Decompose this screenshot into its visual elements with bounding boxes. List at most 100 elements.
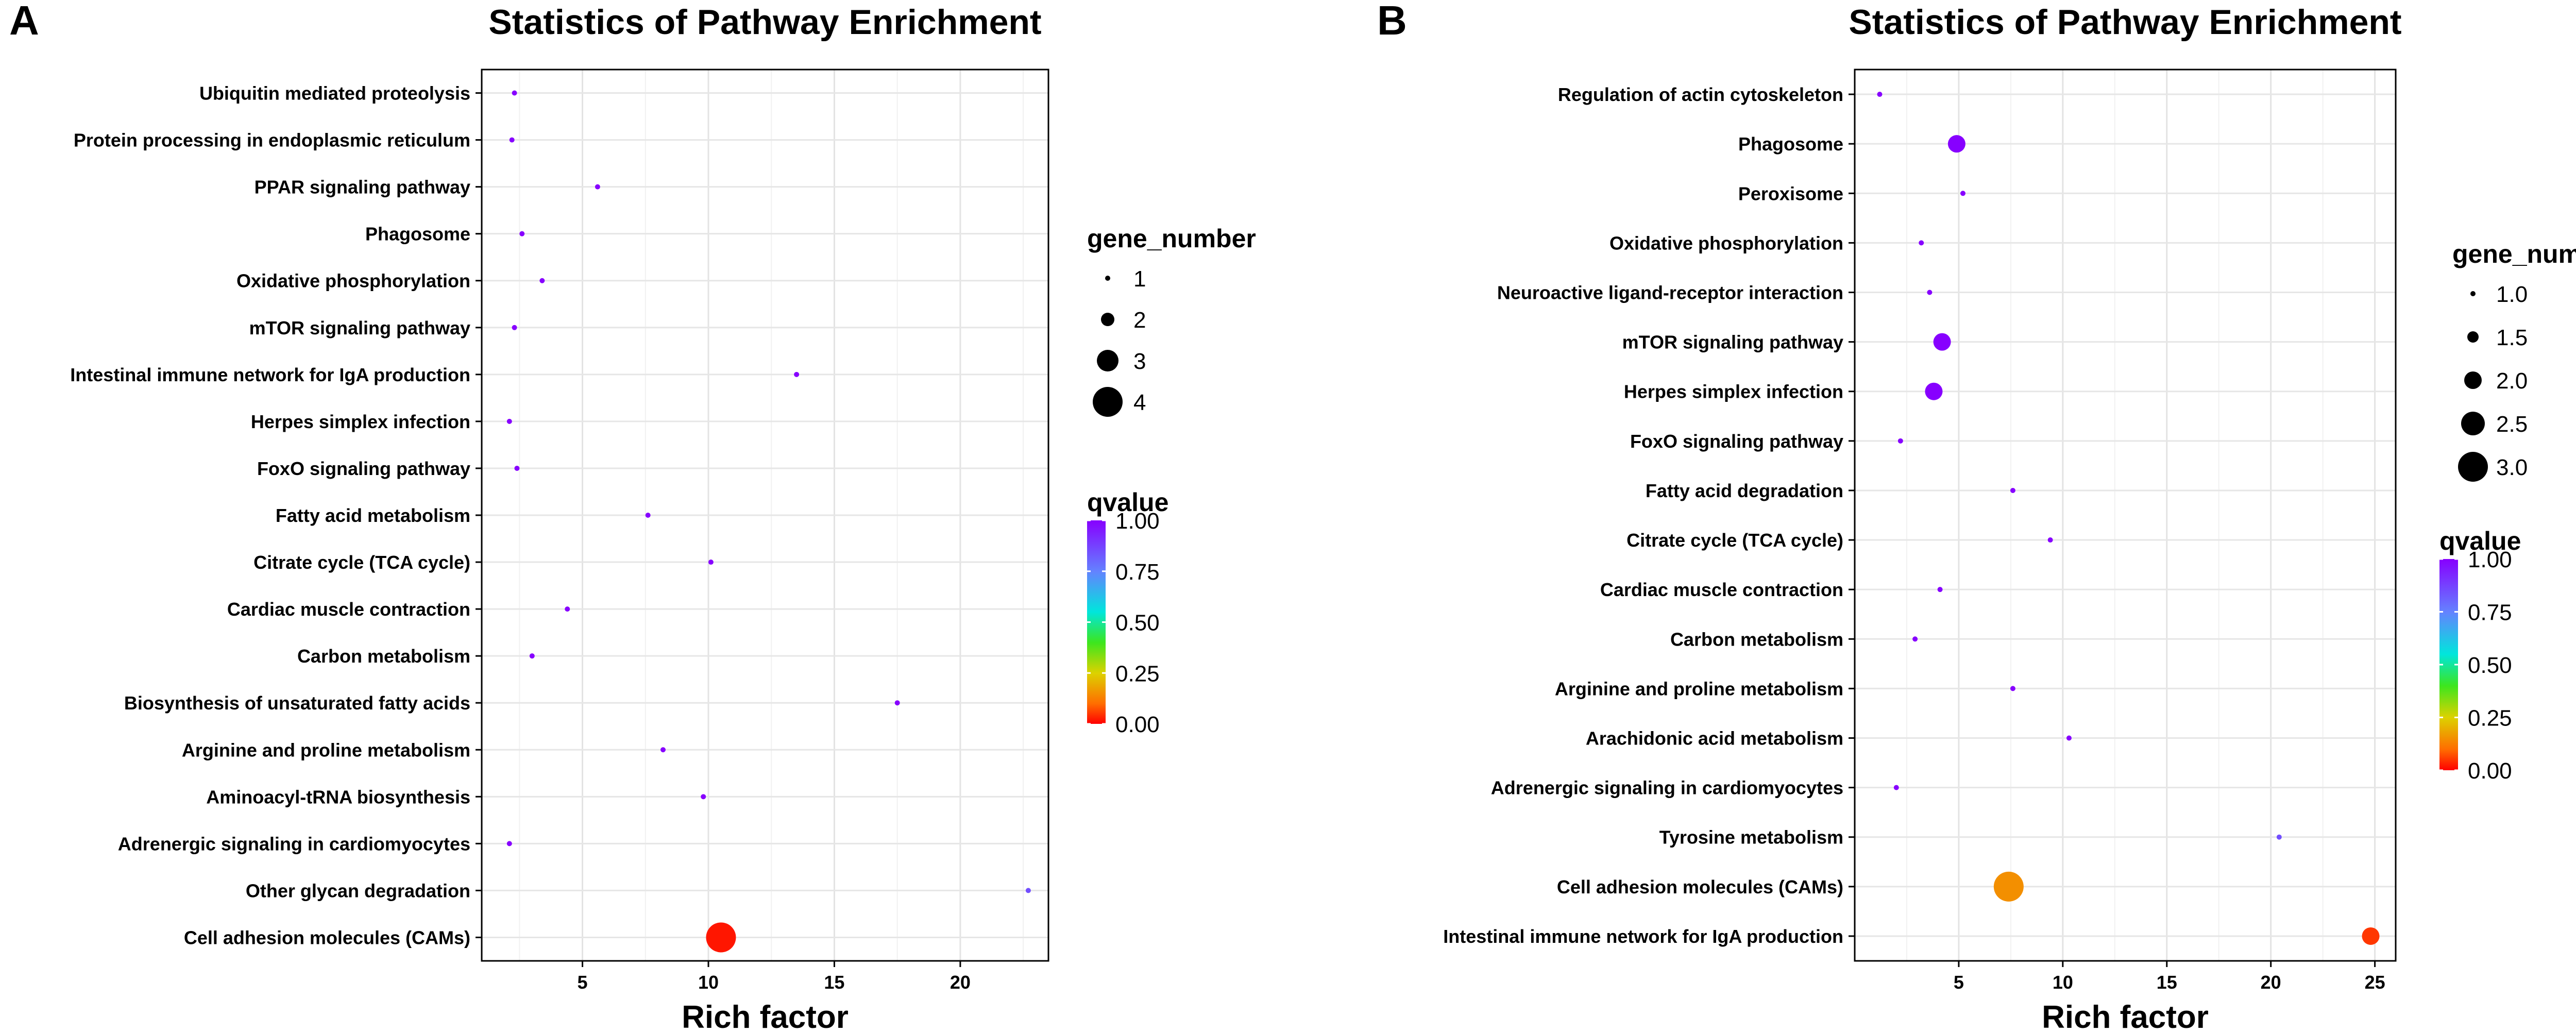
color-legend-label: 0.00 — [1115, 712, 1160, 737]
size-legend-dot — [1101, 313, 1114, 326]
data-point — [1897, 438, 1903, 444]
y-tick-label: Cell adhesion molecules (CAMs) — [1557, 876, 1843, 897]
y-tick-label: Adrenergic signaling in cardiomyocytes — [1491, 777, 1843, 799]
panel-label-b: B — [1377, 0, 1407, 43]
y-tick-label: Protein processing in endoplasmic reticu… — [74, 130, 470, 151]
color-legend-title-b: qvalue — [2439, 527, 2521, 555]
y-tick-label: Arginine and proline metabolism — [182, 739, 470, 760]
data-point — [2010, 686, 2015, 691]
x-tick-label: 15 — [824, 972, 844, 993]
y-tick-label: Oxidative phosphorylation — [1609, 232, 1843, 253]
y-tick-label: mTOR signaling pathway — [249, 317, 470, 338]
y-tick-label: Citrate cycle (TCA cycle) — [1626, 530, 1843, 551]
y-tick-label: PPAR signaling pathway — [255, 177, 470, 198]
y-tick-label: Cell adhesion molecules (CAMs) — [184, 927, 470, 948]
data-point — [519, 231, 525, 236]
x-tick-label: 5 — [1954, 972, 1964, 993]
y-tick-label: Ubiquitin mediated proteolysis — [199, 83, 470, 104]
size-legend-dot — [1093, 387, 1123, 417]
size-legend-label: 1.0 — [2496, 282, 2528, 307]
x-axis-label-a: Rich factor — [682, 1000, 849, 1033]
y-tick-label: Herpes simplex infection — [251, 411, 470, 432]
color-legend-label: 1.00 — [2468, 547, 2512, 572]
x-tick-label: 25 — [2365, 972, 2385, 993]
data-point — [894, 700, 900, 706]
x-tick-label: 10 — [698, 972, 719, 993]
y-tick-label: FoxO signaling pathway — [1630, 431, 1843, 452]
y-tick-label: Biosynthesis of unsaturated fatty acids — [124, 692, 470, 714]
data-point — [1919, 240, 1924, 246]
color-legend-title-a: qvalue — [1087, 488, 1168, 517]
y-tick-label: Arginine and proline metabolism — [1555, 678, 1843, 699]
size-legend-dot — [1105, 276, 1110, 281]
y-tick-label: Fatty acid degradation — [1646, 480, 1843, 501]
y-tick-label: Adrenergic signaling in cardiomyocytes — [118, 833, 470, 854]
data-point — [2010, 487, 2015, 493]
x-tick-label: 5 — [578, 972, 588, 993]
data-point — [2066, 735, 2072, 741]
data-point — [2362, 927, 2380, 945]
panel-label-a: A — [9, 0, 39, 43]
y-tick-label: Aminoacyl-tRNA biosynthesis — [206, 786, 470, 807]
color-legend-label: 0.75 — [1115, 560, 1160, 585]
data-point — [645, 513, 651, 518]
y-tick-label: Phagosome — [365, 224, 470, 245]
data-point — [539, 278, 545, 283]
data-point — [595, 184, 600, 190]
x-tick-label: 10 — [2053, 972, 2073, 993]
y-tick-label: Neuroactive ligand-receptor interaction — [1497, 282, 1843, 303]
data-point — [509, 137, 515, 143]
color-legend-label: 0.00 — [2468, 758, 2512, 784]
y-tick-label: FoxO signaling pathway — [257, 458, 470, 479]
y-tick-label: Phagosome — [1738, 133, 1843, 155]
data-point — [1877, 92, 1883, 97]
x-axis-label-b: Rich factor — [2042, 1000, 2209, 1033]
data-point — [706, 922, 736, 953]
size-legend-label: 2 — [1133, 308, 1146, 333]
y-tick-label: Arachidonic acid metabolism — [1586, 728, 1843, 749]
size-legend-dot — [2470, 291, 2476, 296]
size-legend-label: 3.0 — [2496, 455, 2528, 480]
size-legend-dot — [2464, 371, 2482, 389]
plot-frame-b — [1854, 69, 2397, 962]
y-tick-label: Carbon metabolism — [297, 646, 470, 667]
y-tick-label: Regulation of actin cytoskeleton — [1558, 84, 1843, 105]
size-legend-label: 4 — [1133, 390, 1146, 415]
color-legend-label: 0.50 — [2468, 653, 2512, 678]
data-point — [1933, 333, 1951, 351]
data-point — [1893, 785, 1899, 790]
data-point — [701, 794, 706, 800]
y-tick-label: Intestinal immune network for IgA produc… — [70, 364, 470, 385]
color-legend-label: 0.50 — [1115, 611, 1160, 636]
y-tick-label: Citrate cycle (TCA cycle) — [253, 552, 470, 573]
data-point — [1927, 290, 1933, 295]
size-legend-label: 3 — [1133, 349, 1146, 374]
data-point — [708, 560, 714, 565]
y-tick-label: Fatty acid metabolism — [276, 505, 470, 526]
data-point — [1947, 135, 1965, 153]
size-legend-label: 1 — [1133, 266, 1146, 292]
size-legend-label: 2.5 — [2496, 412, 2528, 437]
data-point — [794, 371, 800, 377]
size-legend-label: 1.5 — [2496, 325, 2528, 350]
size-legend-dot — [1097, 350, 1118, 371]
data-point — [514, 465, 520, 471]
color-legend-label: 0.75 — [2468, 600, 2512, 625]
data-point — [1912, 636, 1918, 642]
y-tick-label: Other glycan degradation — [246, 880, 470, 901]
data-point — [1025, 888, 1031, 893]
chart-title-a: Statistics of Pathway Enrichment — [488, 3, 1041, 42]
y-tick-label: Cardiac muscle contraction — [1600, 579, 1843, 600]
data-point — [1993, 871, 2024, 902]
y-tick-label: Peroxisome — [1738, 183, 1843, 204]
color-legend-label: 0.25 — [1115, 661, 1160, 686]
y-tick-label: mTOR signaling pathway — [1622, 332, 1843, 353]
data-point — [2276, 834, 2282, 840]
y-tick-label: Oxidative phosphorylation — [236, 270, 470, 292]
y-tick-label: Tyrosine metabolism — [1659, 827, 1843, 848]
data-point — [506, 841, 512, 846]
plot-area-b — [1855, 70, 2396, 961]
data-point — [1925, 382, 1943, 400]
